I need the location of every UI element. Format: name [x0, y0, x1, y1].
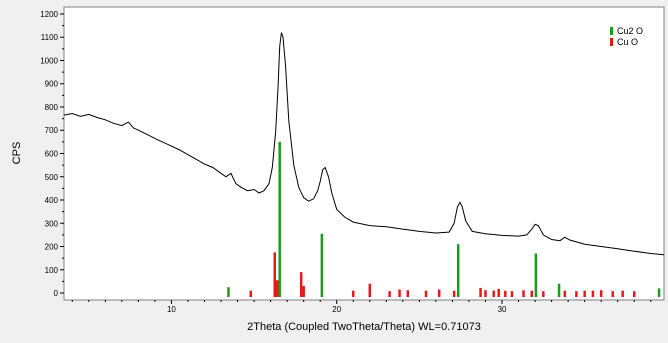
x-axis: 10 20 30: [71, 300, 652, 314]
y-tick-label: 700: [45, 126, 59, 135]
y-tick-label: 500: [45, 173, 59, 182]
x-tick-label: 20: [332, 305, 341, 314]
y-tick-label: 600: [45, 150, 59, 159]
y-tick-label: 1100: [41, 33, 59, 42]
legend-swatch: [610, 38, 613, 46]
legend-swatch: [610, 27, 613, 35]
x-tick-label: 30: [498, 305, 507, 314]
y-tick-label: 200: [45, 243, 59, 252]
y-axis-label: CPS: [11, 142, 23, 165]
y-tick-label: 400: [45, 196, 59, 205]
plot-area: [63, 6, 665, 301]
y-tick-label: 1000: [40, 56, 58, 65]
legend: Cu2 OCu O: [610, 26, 643, 47]
reference-sticks: [227, 141, 661, 298]
legend-label: Cu O: [617, 37, 638, 47]
y-tick-label: 800: [45, 103, 59, 112]
diffraction-trace: [63, 32, 665, 256]
y-tick-label: 100: [45, 266, 59, 275]
y-axis: 0 100 200 300 400 500 600 700 800 900 1000 1100 1200: [40, 10, 64, 298]
y-tick-label: 300: [45, 219, 59, 228]
y-tick-label: 1200: [40, 10, 58, 19]
y-tick-label: 900: [45, 80, 59, 89]
legend-label: Cu2 O: [617, 26, 643, 36]
x-tick-label: 10: [167, 305, 176, 314]
y-tick-label: 0: [54, 289, 59, 298]
x-axis-label: 2Theta (Coupled TwoTheta/Theta) WL=0.710…: [247, 321, 481, 333]
